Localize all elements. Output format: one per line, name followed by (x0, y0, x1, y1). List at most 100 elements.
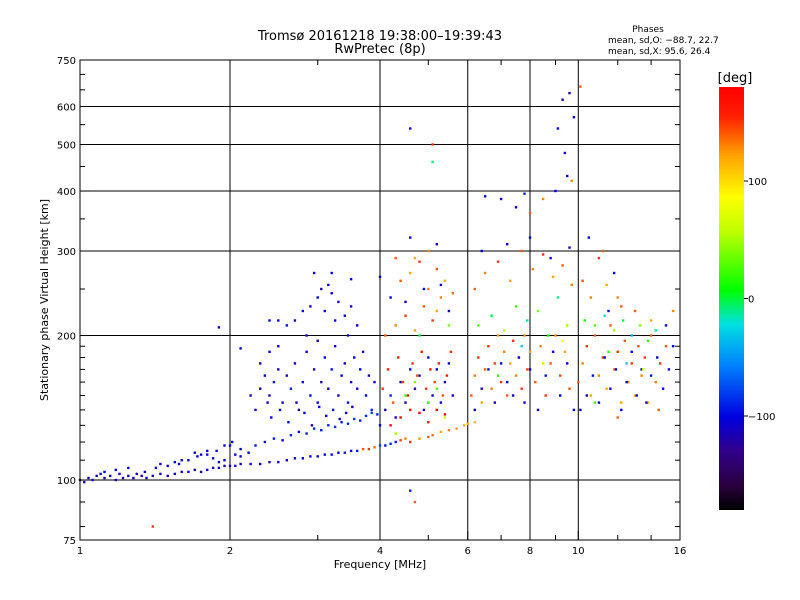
colorbar-label: [deg] (718, 71, 753, 86)
data-point (664, 345, 668, 348)
data-point (427, 356, 430, 359)
data-point (404, 394, 407, 397)
data-point (427, 287, 430, 291)
data-point (223, 459, 226, 462)
data-point (180, 459, 183, 462)
data-point (551, 275, 555, 279)
data-point (404, 314, 407, 317)
data-point (449, 350, 453, 353)
data-point (327, 283, 330, 287)
data-point (268, 460, 271, 464)
data-point (640, 374, 643, 377)
data-point (630, 362, 633, 365)
data-point (376, 413, 379, 416)
y-tick-label: 600 (57, 103, 76, 114)
data-point (539, 345, 542, 348)
data-point (277, 319, 280, 322)
data-point (330, 453, 333, 456)
data-point (597, 256, 601, 260)
data-point (303, 411, 306, 415)
data-point (447, 324, 451, 327)
data-point (413, 256, 417, 260)
data-point (514, 374, 518, 377)
data-point (151, 474, 154, 478)
data-point (143, 470, 147, 474)
data-point (443, 380, 447, 384)
data-point (356, 449, 359, 453)
data-point (620, 401, 623, 404)
data-point (413, 387, 417, 390)
data-point (320, 380, 323, 384)
data-point (623, 339, 626, 342)
data-point (234, 453, 237, 456)
data-point (435, 387, 438, 390)
data-point (373, 446, 376, 449)
data-point (330, 271, 333, 275)
chart-title: Tromsø 20161218 19:38:00–19:39:43 (257, 29, 502, 44)
data-point (418, 260, 421, 263)
data-point (520, 387, 523, 390)
data-point (477, 356, 480, 359)
data-point (435, 309, 438, 313)
data-point (620, 408, 623, 412)
data-point (351, 405, 354, 409)
data-point (593, 334, 597, 337)
data-point (135, 472, 138, 476)
data-point (337, 394, 340, 397)
data-point (177, 462, 181, 466)
data-point (87, 476, 90, 480)
data-point (397, 356, 400, 359)
data-point (473, 408, 476, 412)
x-tick-label: 10 (572, 546, 585, 557)
data-point (399, 416, 402, 419)
data-point (418, 437, 421, 440)
data-point (607, 309, 610, 313)
x-tick-label: 16 (674, 546, 687, 557)
data-point (386, 368, 390, 371)
data-point (349, 278, 353, 281)
data-point (223, 464, 226, 468)
data-point (301, 457, 304, 460)
data-point (556, 127, 560, 130)
data-point (563, 350, 567, 353)
data-point (493, 362, 496, 365)
data-point (99, 472, 102, 476)
data-point (277, 345, 280, 348)
data-point (217, 460, 221, 464)
data-point (503, 350, 506, 353)
data-point (285, 374, 288, 377)
data-point (435, 408, 438, 412)
data-point (353, 356, 356, 359)
data-point (523, 401, 526, 404)
data-point (159, 462, 162, 466)
data-point (239, 455, 242, 458)
data-point (528, 350, 532, 353)
data-point (649, 374, 653, 377)
data-point (509, 362, 512, 365)
data-point (378, 275, 382, 279)
data-point (289, 387, 293, 390)
data-point (196, 455, 199, 458)
data-point (281, 401, 284, 404)
data-point (466, 422, 469, 425)
data-point (394, 324, 397, 327)
y-axis-label: Stationary phase Virtual Height [km] (38, 199, 51, 401)
data-point (654, 380, 657, 384)
data-point (323, 453, 326, 456)
data-point (399, 279, 402, 282)
data-point (451, 394, 454, 397)
data-point (534, 380, 537, 384)
data-point (570, 179, 573, 183)
data-point (483, 195, 487, 198)
data-point (289, 434, 293, 437)
data-point (630, 350, 633, 353)
data-point (409, 271, 412, 275)
data-point (561, 98, 564, 101)
data-point (528, 211, 532, 215)
data-point (373, 380, 376, 384)
data-point (132, 476, 135, 480)
data-point (612, 329, 616, 332)
data-point (418, 411, 421, 415)
data-point (327, 387, 330, 390)
data-point (429, 368, 432, 371)
